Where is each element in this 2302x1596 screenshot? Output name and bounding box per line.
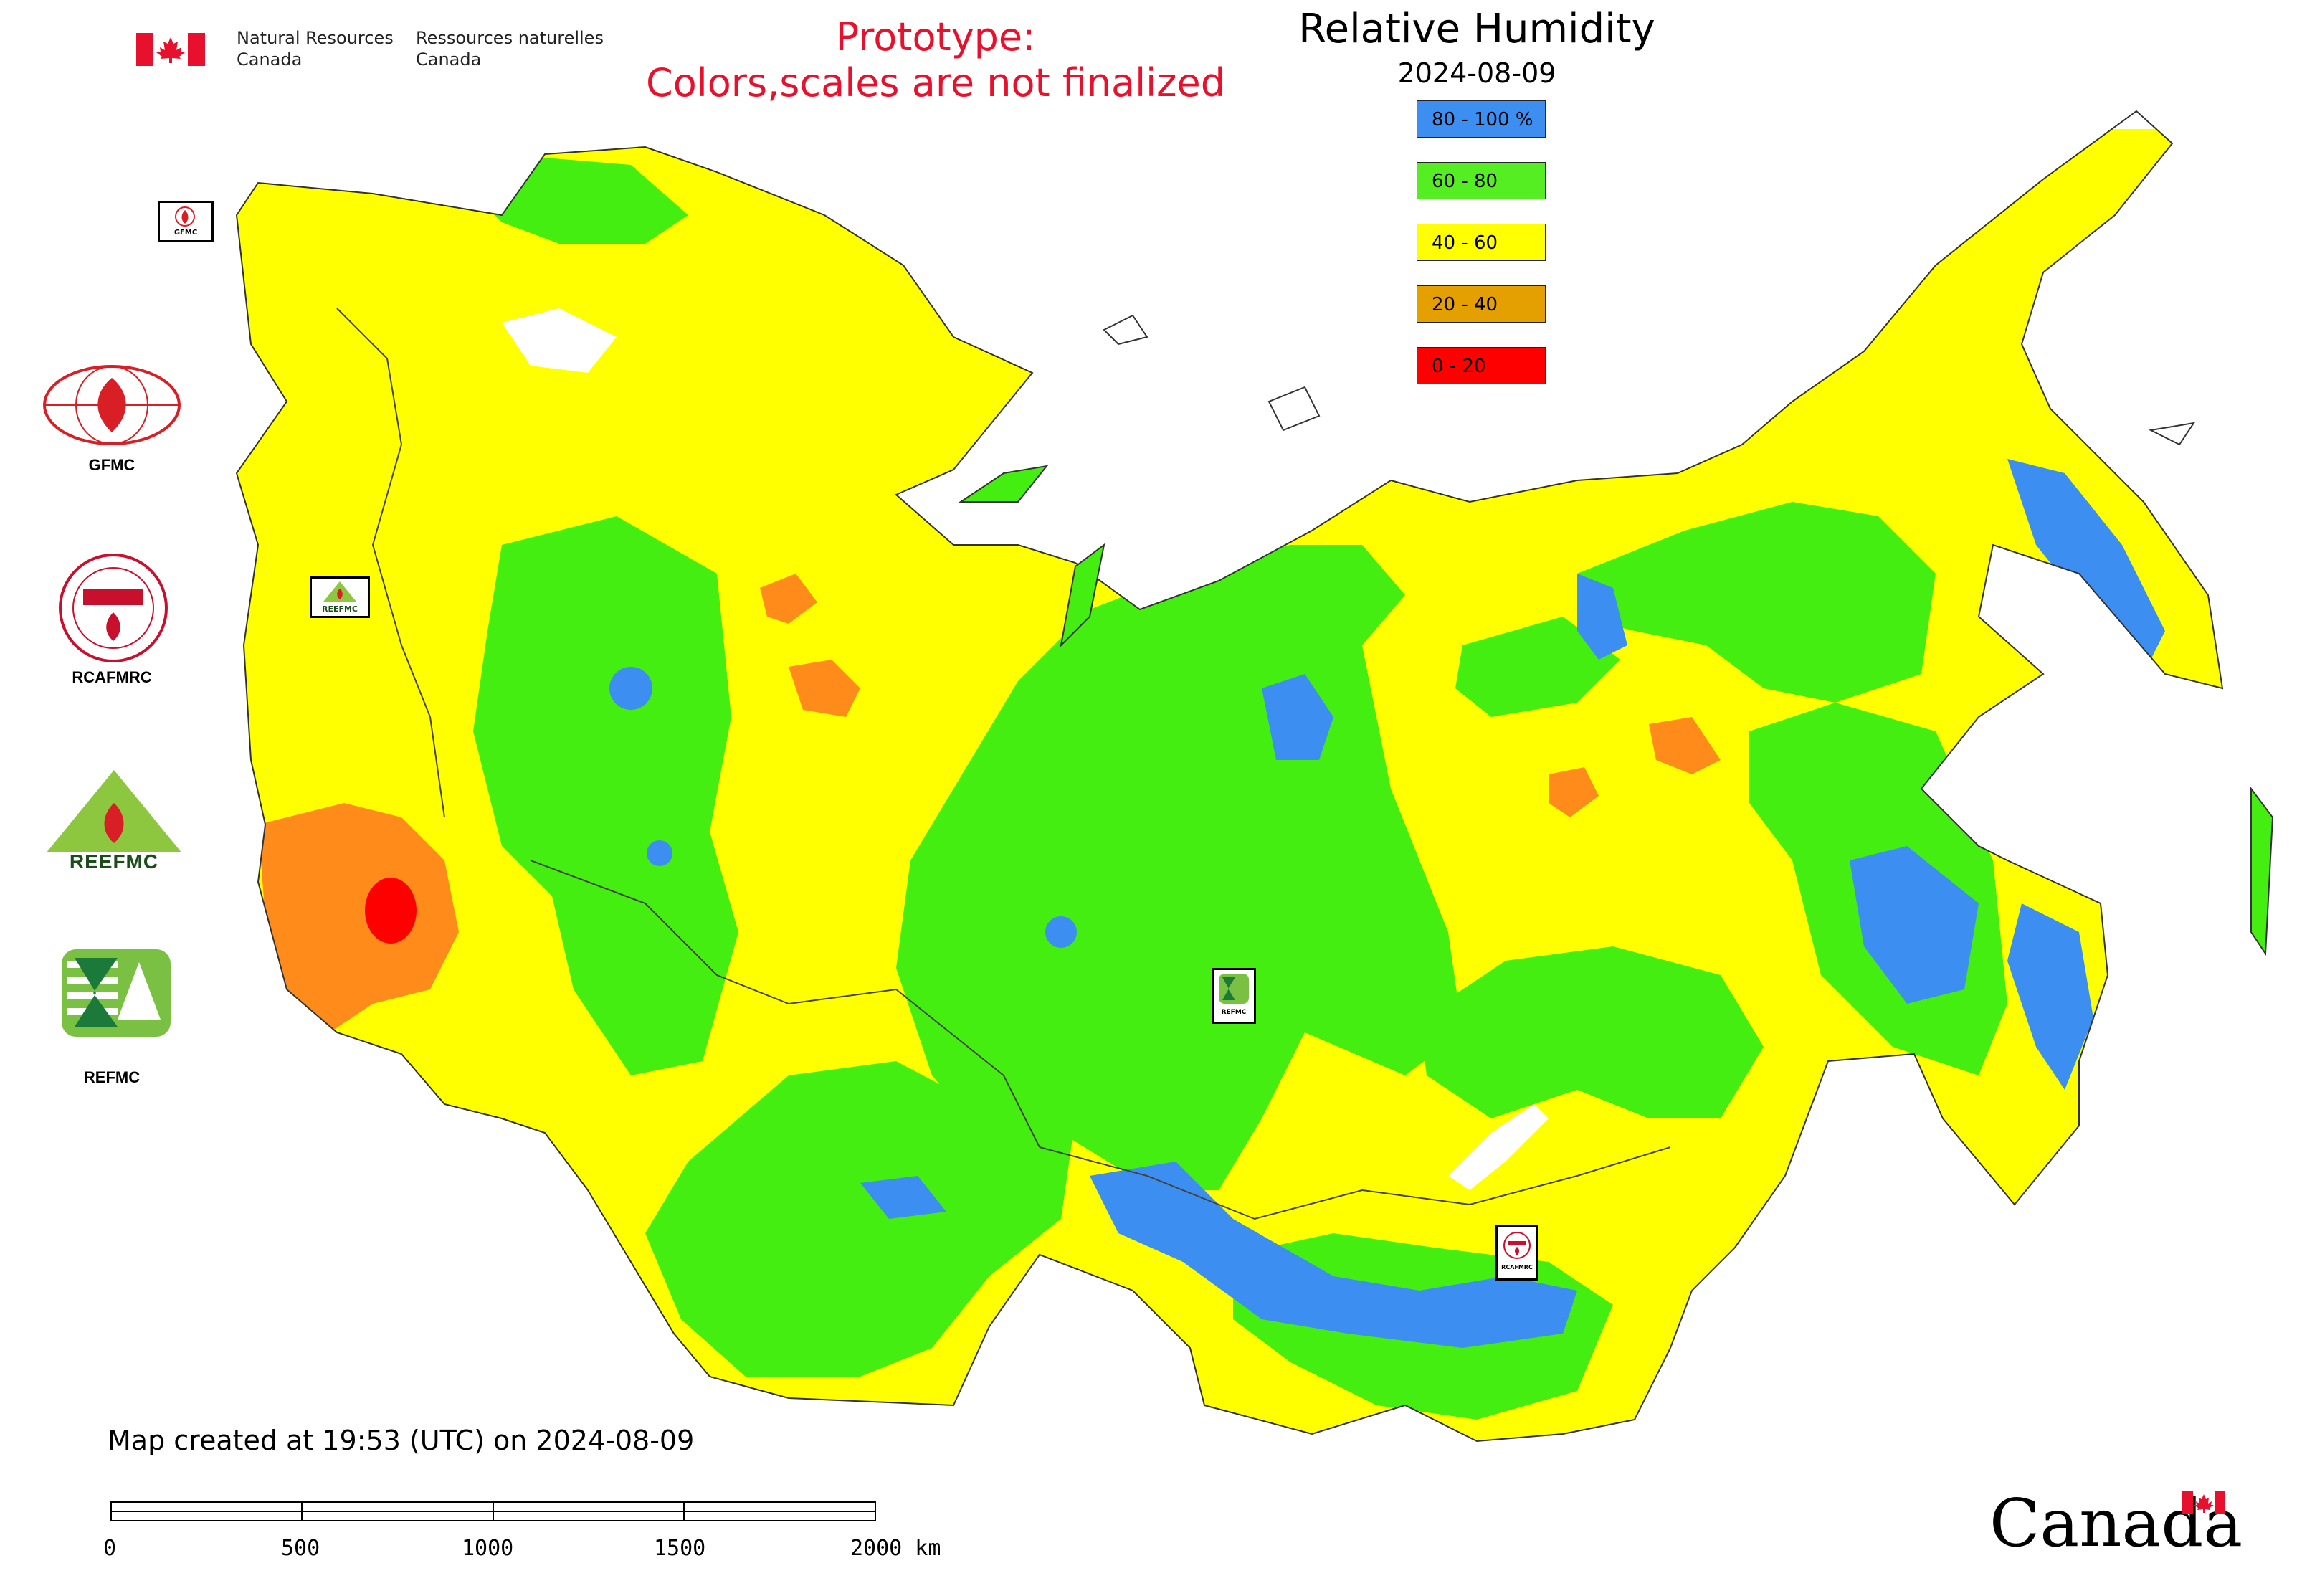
org-en-line2: Canada bbox=[237, 49, 303, 70]
rcafmrc-label: RCAFMRC bbox=[72, 668, 152, 686]
refmc-logo-icon bbox=[62, 949, 171, 1037]
canada-flag-icon bbox=[136, 33, 205, 66]
prototype-line2: Colors,scales are not finalized bbox=[646, 60, 1225, 105]
refmc-label: REFMC bbox=[83, 1068, 141, 1086]
prototype-line1: Prototype: bbox=[835, 14, 1036, 60]
legend-item-20-40: 20 - 40 bbox=[1417, 285, 1546, 323]
reefmc-marker-label: REEFMC bbox=[321, 604, 358, 614]
legend-item-60-80: 60 - 80 bbox=[1417, 162, 1546, 199]
gfmc-marker-icon bbox=[175, 206, 195, 227]
org-name-french: Ressources naturelles Canada bbox=[416, 27, 604, 70]
scale-bar bbox=[110, 1501, 876, 1521]
reefmc-marker-icon bbox=[323, 581, 356, 602]
org-name-english: Natural Resources Canada bbox=[237, 27, 394, 70]
reefmc-logo-text: REEFMC bbox=[69, 850, 159, 873]
refmc-marker-label: REFMC bbox=[1221, 1009, 1247, 1016]
refmc-marker-icon bbox=[1219, 974, 1249, 1004]
canada-wordmark-flag-icon bbox=[2182, 1491, 2225, 1514]
rcafmrc-location-marker[interactable]: RCAFMRC bbox=[1495, 1225, 1538, 1281]
map-date: 2024-08-09 bbox=[1397, 57, 1556, 89]
org-fr-line1: Ressources naturelles bbox=[416, 28, 604, 48]
map-title: Relative Humidity bbox=[1298, 6, 1655, 52]
gfmc-label: GFMC bbox=[88, 456, 135, 474]
legend-item-40-60: 40 - 60 bbox=[1417, 224, 1546, 261]
rcafmrc-marker-icon bbox=[1503, 1232, 1531, 1259]
scale-tick-500: 500 bbox=[281, 1536, 320, 1561]
scale-tick-1000: 1000 bbox=[462, 1536, 514, 1561]
org-fr-line2: Canada bbox=[416, 49, 482, 70]
gfmc-location-marker[interactable]: GFMC bbox=[158, 201, 214, 242]
gfmc-logo-icon bbox=[43, 365, 181, 445]
refmc-location-marker[interactable]: REFMC bbox=[1212, 968, 1256, 1024]
scale-tick-2000-km: 2000 km bbox=[850, 1536, 941, 1561]
prototype-notice: Prototype: Colors,scales are not finaliz… bbox=[631, 14, 1240, 106]
rcafmrc-marker-label: RCAFMRC bbox=[1501, 1264, 1533, 1270]
reefmc-logo-icon bbox=[39, 770, 189, 873]
legend-item-80-100: 80 - 100 % bbox=[1417, 100, 1546, 138]
map-created-timestamp: Map created at 19:53 (UTC) on 2024-08-09 bbox=[108, 1425, 695, 1456]
reefmc-location-marker[interactable]: REEFMC bbox=[310, 576, 370, 618]
gfmc-marker-label: GFMC bbox=[173, 229, 198, 237]
legend-item-0-20: 0 - 20 bbox=[1417, 347, 1546, 384]
org-en-line1: Natural Resources bbox=[237, 28, 394, 48]
scale-tick-0: 0 bbox=[103, 1536, 117, 1561]
scale-tick-1500: 1500 bbox=[654, 1536, 706, 1561]
rcafmrc-logo-icon bbox=[59, 554, 168, 662]
